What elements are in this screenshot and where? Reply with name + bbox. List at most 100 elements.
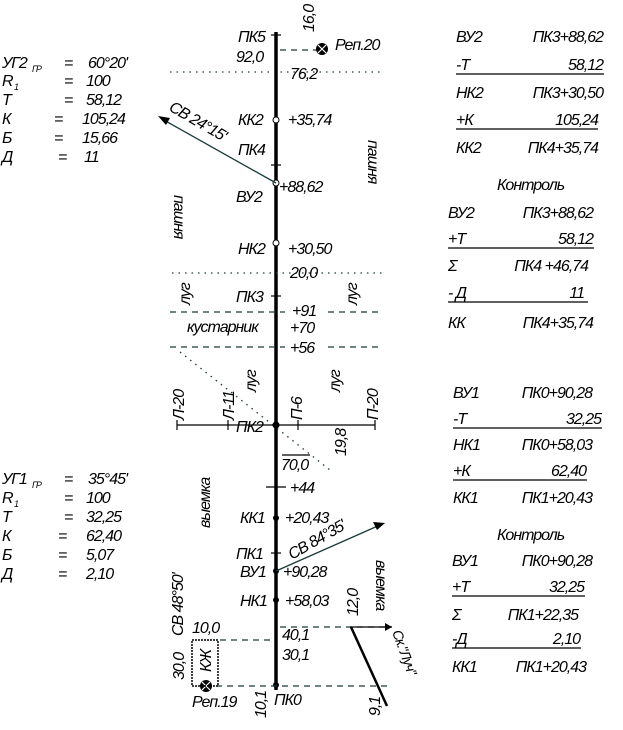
label: 100 — [86, 490, 111, 507]
label: КК1 — [240, 510, 265, 527]
label: +30,50 — [288, 241, 332, 258]
route-axis — [266, 32, 286, 690]
label: 35°45' — [88, 471, 129, 488]
axis-labels: ПК5 ПК4 ПК3 ПК2 ПК1 ПК0 КК2 ВУ2 НК2 КК1 … — [171, 4, 384, 718]
label: 30,1 — [282, 647, 309, 664]
control-title: Контроль — [497, 527, 565, 544]
label: ПК3+30,50 — [533, 85, 604, 102]
label: = — [54, 130, 63, 147]
label: луг — [243, 369, 260, 393]
label: НК2 — [238, 241, 266, 258]
label: Б — [2, 547, 12, 564]
label: +91 — [292, 303, 316, 320]
label: ПК0+58,03 — [522, 437, 593, 454]
label: -Т — [456, 57, 471, 74]
calc1-table: ВУ1 ПК0+90,28 -Т 32,25 НК1 ПК0+58,03 +К 62,4… — [451, 385, 603, 676]
label: 58,12 — [86, 92, 122, 109]
label: ГР — [32, 64, 42, 74]
label: = — [64, 92, 73, 109]
label: ГР — [32, 480, 42, 490]
label: +58,03 — [285, 593, 329, 610]
label: 19,8 — [333, 428, 350, 456]
label: +К — [453, 463, 472, 480]
label: = — [58, 528, 67, 545]
label: КК — [448, 315, 467, 332]
label: луг — [344, 282, 361, 306]
label: 30,0 — [171, 652, 188, 680]
label: = — [54, 111, 63, 128]
label: 58,12 — [568, 57, 604, 74]
label: Л-20 — [171, 389, 188, 421]
label: 1 — [14, 82, 19, 92]
curve2-params: УГ2 ГР = 60°20' R 1 = 100 T = 58,12 К = 105,24 Б = 1… — [0, 55, 130, 166]
benchmark-rep19: Реп.19 — [192, 680, 239, 711]
label: 62,40 — [86, 528, 122, 545]
picket-label: ПК4 — [238, 142, 266, 159]
label: 9,1 — [367, 697, 384, 716]
label: +88,62 — [279, 179, 323, 196]
calc2-table: ВУ2 ПК3+88,62 -Т 58,12 НК2 ПК3+30,50 +К 105,… — [447, 29, 605, 332]
label: Д — [0, 149, 13, 166]
label: +70 — [290, 320, 315, 337]
label: T — [2, 92, 13, 109]
label: ВУ1 — [240, 564, 266, 581]
label: Д — [0, 566, 13, 583]
label: 2,10 — [552, 631, 581, 648]
label: КК2 — [456, 140, 482, 157]
label: П-20 — [365, 388, 382, 420]
label: ВУ1 — [453, 385, 479, 402]
label: К — [2, 111, 13, 128]
label: = — [64, 73, 73, 90]
label: 2,10 — [85, 566, 114, 583]
label: ПК1+22,35 — [508, 607, 579, 624]
label: КК1 — [452, 659, 477, 676]
label: кустарник — [187, 319, 260, 336]
label: КК1 — [453, 490, 478, 507]
curve1-params: УГ1 ГР = 35°45' R 1 = 100 T = 32,25 К = 62,40 Б = 5,… — [0, 471, 130, 583]
structure-box: КЖ — [191, 639, 219, 687]
bearing-label: СВ 48°50' — [170, 571, 187, 636]
label: -Т — [453, 411, 468, 428]
label: ПК4 +46,74 — [514, 258, 589, 275]
label: 62,40 — [551, 463, 587, 480]
label: +44 — [290, 480, 315, 497]
picket-label: ПК3 — [236, 289, 264, 306]
label: ПК3+88,62 — [523, 205, 594, 222]
label: 11 — [569, 285, 584, 302]
label: Л-11 — [221, 391, 238, 421]
label: ПК1+20,43 — [516, 659, 587, 676]
picket-label: ПК2 — [236, 419, 264, 436]
label: 105,24 — [82, 111, 126, 128]
label: +35,74 — [288, 112, 332, 129]
label: 10,1 — [253, 691, 270, 718]
label: Реп.19 — [192, 694, 238, 711]
label: пашня — [364, 140, 381, 185]
label: 60°20' — [88, 55, 129, 72]
label: 100 — [86, 73, 111, 90]
label: 70,0 — [281, 457, 309, 474]
label: П-6 — [289, 396, 306, 420]
label: = — [64, 490, 73, 507]
label: КК2 — [238, 112, 264, 129]
label: НК2 — [456, 85, 484, 102]
picket-label: ПК1 — [236, 546, 263, 563]
label: = — [58, 149, 67, 166]
picket-label: ПК5 — [238, 29, 266, 46]
road-crossing: Ск."Луч" — [349, 623, 421, 707]
label: 92,0 — [236, 49, 264, 66]
label: 32,25 — [566, 411, 602, 428]
bearing-lines: СВ 24°15' СВ 84°35' СВ 48°50' — [158, 99, 385, 636]
label: 40,1 — [282, 627, 309, 644]
label: Б — [2, 130, 12, 147]
control-title: Контроль — [497, 177, 565, 194]
label: ПК3+88,62 — [533, 29, 604, 46]
label: +Т — [448, 231, 467, 248]
label: 1 — [14, 499, 19, 509]
label: ПК4+35,74 — [528, 140, 599, 157]
label: ВУ2 — [456, 29, 483, 46]
label: +Т — [452, 579, 471, 596]
label: пашня — [170, 195, 187, 240]
label: +20,43 — [285, 510, 329, 527]
label: ПК0+90,28 — [522, 553, 593, 570]
